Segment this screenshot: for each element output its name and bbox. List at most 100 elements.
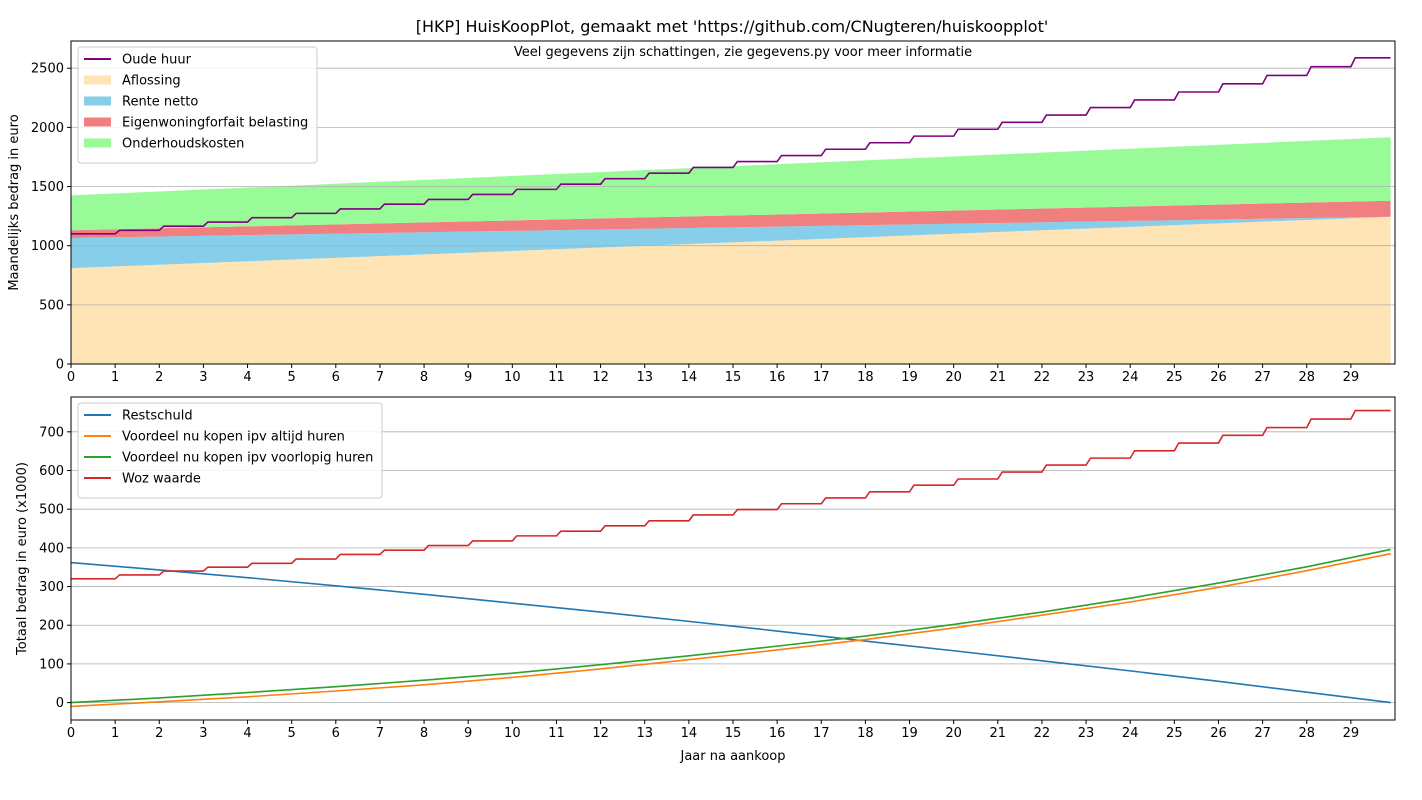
x-tick-label: 27: [1254, 370, 1271, 385]
x-tick-label: 22: [1034, 370, 1051, 385]
figure-title: [HKP] HuisKoopPlot, gemaakt met 'https:/…: [416, 17, 1048, 36]
y-tick-label: 0: [56, 696, 64, 711]
y-tick-label: 300: [39, 580, 64, 595]
y-tick-label: 0: [56, 358, 64, 373]
x-tick-label: 7: [376, 726, 384, 741]
x-tick-label: 24: [1122, 370, 1139, 385]
legend-swatch-rente-netto: [84, 96, 111, 106]
x-tick-label: 27: [1254, 726, 1271, 741]
x-tick-label: 23: [1078, 370, 1095, 385]
y-tick-label: 500: [39, 298, 64, 313]
area-aflossing: [71, 216, 1391, 364]
x-tick-label: 6: [332, 370, 340, 385]
x-tick-label: 4: [243, 726, 251, 741]
x-tick-label: 13: [636, 370, 653, 385]
x-tick-label: 18: [857, 726, 874, 741]
plot-area: [71, 409, 1395, 708]
x-tick-label: 8: [420, 726, 428, 741]
x-tick-label: 19: [901, 370, 918, 385]
y-tick-label: 1500: [31, 180, 64, 195]
x-tick-label: 22: [1034, 726, 1051, 741]
legend-label-restschuld: Restschuld: [122, 409, 193, 424]
legend: Oude huur Aflossing Rente netto Eigenwoning…: [77, 46, 318, 164]
x-tick-label: 19: [901, 726, 918, 741]
x-tick-label: 2: [155, 370, 163, 385]
x-tick-label: 17: [813, 726, 830, 741]
legend-label-voordeel-nu-kopen-ipv-voorlopig-huren: Voordeel nu kopen ipv voorlopig huren: [122, 451, 373, 466]
x-tick-label: 25: [1166, 726, 1183, 741]
x-tick-label: 1: [111, 726, 119, 741]
x-tick-label: 9: [464, 726, 472, 741]
plot-area: [71, 56, 1395, 364]
x-tick-label: 29: [1343, 370, 1360, 385]
step-line-woz-waarde: [71, 409, 1391, 580]
x-tick-label: 8: [420, 370, 428, 385]
legend-swatch-eigenwoningforfait-belasting: [84, 117, 111, 127]
line-voordeel-nu-kopen-ipv-altijd-huren: [71, 552, 1391, 708]
legend: Restschuld Voordeel nu kopen ipv altijd h…: [77, 402, 383, 499]
top-chart-monthly-costs: 0 1 2 3 4 5 6 7 8 9 10 11 12 13 14 15 16 17 18 19 20 21 22 23 24…: [7, 40, 1396, 385]
y-tick-label: 1000: [31, 239, 64, 254]
area-onderhoudskosten: [71, 137, 1391, 231]
y-tick-label: 100: [39, 657, 64, 672]
x-tick-label: 12: [592, 726, 609, 741]
figure-subtitle: Veel gegevens zijn schattingen, zie gege…: [514, 45, 972, 60]
x-tick-label: 16: [769, 726, 786, 741]
x-tick-label: 10: [504, 726, 521, 741]
x-tick-label: 20: [945, 370, 962, 385]
y-tick-label: 2500: [31, 62, 64, 77]
area-rente-netto: [71, 216, 1391, 269]
x-tick-label: 12: [592, 370, 609, 385]
y-tick-label: 200: [39, 619, 64, 634]
x-tick-label: 28: [1298, 370, 1315, 385]
x-tick-label: 6: [332, 726, 340, 741]
x-tick-label: 3: [199, 726, 207, 741]
x-tick-label: 5: [288, 370, 296, 385]
bottom-chart-totals: 0 1 2 3 4 5 6 7 8 9 10 11 12 13 14 15 16 17 18 19 20 21 22 23 24…: [15, 396, 1396, 764]
y-tick-label: 400: [39, 541, 64, 556]
x-tick-label: 15: [725, 726, 742, 741]
x-tick-label: 26: [1210, 370, 1227, 385]
y-tick-label: 600: [39, 464, 64, 479]
x-tick-label: 25: [1166, 370, 1183, 385]
x-tick-label: 3: [199, 370, 207, 385]
legend-label-rente-netto: Rente netto: [122, 95, 198, 110]
x-tick-label: 2: [155, 726, 163, 741]
legend-label-voordeel-nu-kopen-ipv-altijd-huren: Voordeel nu kopen ipv altijd huren: [122, 430, 345, 445]
x-tick-label: 0: [67, 370, 75, 385]
x-tick-label: 14: [681, 370, 698, 385]
x-tick-label: 28: [1298, 726, 1315, 741]
x-tick-label: 24: [1122, 726, 1139, 741]
x-tick-label: 11: [548, 370, 565, 385]
x-tick-label: 18: [857, 370, 874, 385]
legend-label-oude-huur: Oude huur: [122, 53, 192, 68]
x-tick-label: 16: [769, 370, 786, 385]
legend-box: [77, 402, 383, 499]
x-tick-label: 20: [945, 726, 962, 741]
x-tick-label: 29: [1343, 726, 1360, 741]
legend-swatch-onderhoudskosten: [84, 138, 111, 148]
y-axis-label: Maandelijks bedrag in euro: [7, 114, 22, 290]
area-eigenwoningforfait-belasting: [71, 200, 1391, 238]
y-tick-label: 700: [39, 425, 64, 440]
x-tick-label: 21: [990, 370, 1007, 385]
legend-label-eigenwoningforfait-belasting: Eigenwoningforfait belasting: [122, 116, 308, 131]
x-tick-label: 5: [288, 726, 296, 741]
x-tick-label: 0: [67, 726, 75, 741]
x-tick-label: 21: [990, 726, 1007, 741]
x-tick-label: 13: [636, 726, 653, 741]
step-line-oude-huur: [71, 56, 1391, 235]
legend-label-woz-waarde: Woz waarde: [122, 472, 201, 487]
x-tick-label: 17: [813, 370, 830, 385]
x-tick-label: 15: [725, 370, 742, 385]
legend-box: [77, 46, 318, 164]
x-tick-label: 10: [504, 370, 521, 385]
y-tick-label: 2000: [31, 121, 64, 136]
y-tick-label: 500: [39, 503, 64, 518]
x-tick-label: 9: [464, 370, 472, 385]
x-tick-label: 1: [111, 370, 119, 385]
line-restschuld: [71, 561, 1391, 704]
x-tick-label: 26: [1210, 726, 1227, 741]
y-axis-label: Totaal bedrag in euro (x1000): [15, 462, 30, 656]
